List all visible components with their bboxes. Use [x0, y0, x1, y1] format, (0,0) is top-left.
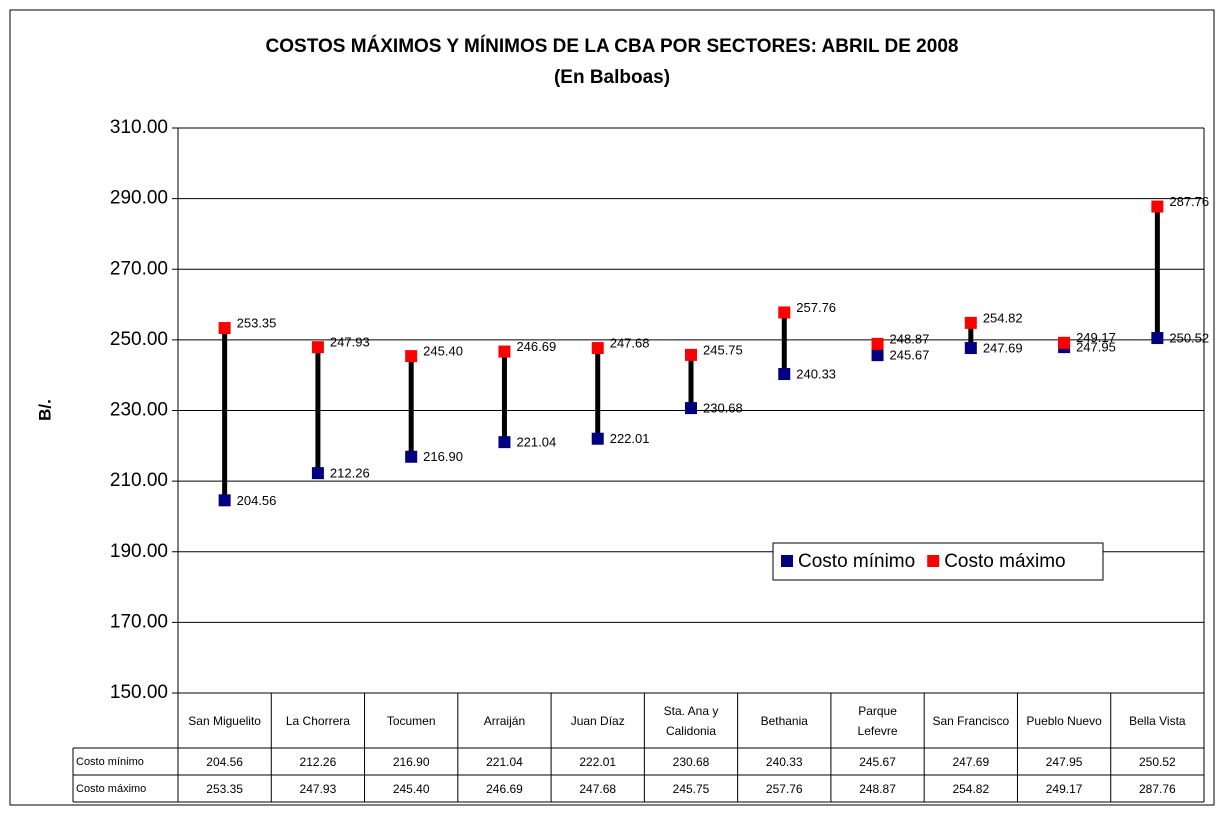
- x-tick-label: Pueblo Nuevo: [1026, 713, 1102, 728]
- data-label: 247.95: [1076, 340, 1116, 355]
- table-value: 247.93: [299, 781, 337, 796]
- marker: [498, 345, 511, 358]
- data-label: 250.52: [1169, 330, 1209, 345]
- table-value: 257.76: [765, 781, 803, 796]
- marker: [964, 316, 977, 329]
- table-value: 246.69: [486, 781, 523, 796]
- table-value: 245.75: [672, 781, 710, 796]
- table-value: 247.69: [952, 754, 990, 769]
- data-label: 254.82: [983, 310, 1023, 325]
- y-tick-label: 170.00: [110, 611, 168, 632]
- y-tick-label: 230.00: [110, 400, 168, 421]
- marker: [591, 432, 604, 445]
- table-value: 212.26: [299, 754, 337, 769]
- y-tick-label: 290.00: [110, 188, 168, 209]
- y-tick-label: 150.00: [110, 682, 168, 703]
- y-axis-label: B/.: [35, 399, 54, 421]
- x-tick-label: Sta. Ana y Calidonia: [663, 703, 719, 738]
- marker: [778, 368, 791, 381]
- marker: [218, 494, 231, 507]
- marker: [591, 342, 604, 355]
- table-value: 249.17: [1045, 781, 1083, 796]
- marker: [1151, 200, 1164, 213]
- x-tick-label: Bethania: [760, 713, 808, 728]
- marker: [218, 322, 231, 335]
- table-value: 247.95: [1045, 754, 1083, 769]
- x-tick-label: Bella Vista: [1129, 713, 1186, 728]
- marker: [1058, 336, 1071, 349]
- data-label: 249.17: [1076, 330, 1116, 345]
- y-tick-label: 270.00: [110, 258, 168, 279]
- x-tick-label: La Chorrera: [285, 713, 350, 728]
- y-tick-label: 310.00: [110, 117, 168, 138]
- marker: [311, 341, 324, 354]
- legend-label: Costo mínimo: [798, 551, 915, 572]
- table-value: 245.40: [392, 781, 430, 796]
- chart-title: COSTOS MÁXIMOS Y MÍNIMOS DE LA CBA POR S…: [266, 35, 959, 57]
- legend-label: Costo máximo: [944, 551, 1065, 572]
- legend-swatch: [927, 555, 940, 567]
- marker: [405, 450, 418, 463]
- table-value: 247.68: [579, 781, 617, 796]
- marker: [871, 349, 884, 362]
- table-value: 250.52: [1139, 754, 1176, 769]
- data-label: 204.56: [237, 493, 277, 508]
- data-label: 245.75: [703, 342, 743, 357]
- table-value: 222.01: [579, 754, 617, 769]
- data-label: 216.90: [423, 449, 463, 464]
- x-tick-label: San Miguelito: [188, 713, 261, 728]
- data-label: 247.93: [330, 335, 370, 350]
- x-tick-label: Parque Lefevre: [857, 703, 898, 738]
- marker: [964, 342, 977, 355]
- marker: [685, 402, 697, 415]
- data-label: 240.33: [796, 366, 836, 381]
- table-value: 230.68: [672, 754, 710, 769]
- marker: [405, 350, 418, 363]
- table-value: 221.04: [486, 754, 523, 769]
- table-value: 253.35: [206, 781, 243, 796]
- x-tick-label: Tocumen: [386, 713, 436, 728]
- table-value: 204.56: [206, 754, 243, 769]
- data-label: 230.68: [703, 401, 743, 416]
- table-value: 216.90: [392, 754, 430, 769]
- marker: [311, 467, 324, 480]
- table-row-label: Costo máximo: [76, 782, 147, 795]
- marker: [498, 436, 511, 449]
- table-value: 287.76: [1139, 781, 1176, 796]
- data-label: 247.68: [610, 336, 650, 351]
- marker: [1151, 332, 1164, 345]
- data-label: 212.26: [330, 466, 370, 481]
- data-label: 248.87: [890, 331, 930, 346]
- marker: [871, 337, 884, 350]
- x-tick-label: San Francisco: [932, 713, 1010, 728]
- table-value: 245.67: [859, 754, 896, 769]
- data-label: 245.40: [423, 344, 463, 359]
- marker: [685, 348, 697, 361]
- table-value: 248.87: [859, 781, 896, 796]
- table-value: 254.82: [952, 781, 990, 796]
- x-tick-label: Arraiján: [483, 713, 526, 728]
- data-label: 287.76: [1169, 194, 1209, 209]
- y-tick-label: 190.00: [110, 541, 168, 562]
- data-label: 222.01: [610, 431, 650, 446]
- data-label: 247.69: [983, 340, 1023, 355]
- table-row-label: Costo mínimo: [76, 755, 144, 768]
- data-label: 246.69: [516, 339, 556, 354]
- data-label: 257.76: [796, 300, 836, 315]
- data-label: 245.67: [890, 348, 930, 363]
- table-value: 240.33: [765, 754, 803, 769]
- x-tick-label: Juan Díaz: [570, 713, 625, 728]
- chart-subtitle: (En Balboas): [554, 67, 670, 88]
- legend-swatch: [781, 555, 793, 567]
- y-tick-label: 210.00: [110, 470, 168, 491]
- marker: [778, 306, 791, 319]
- data-label: 221.04: [516, 435, 556, 450]
- data-label: 253.35: [237, 315, 277, 330]
- chart-frame: [9, 9, 1215, 806]
- y-tick-label: 250.00: [110, 329, 168, 350]
